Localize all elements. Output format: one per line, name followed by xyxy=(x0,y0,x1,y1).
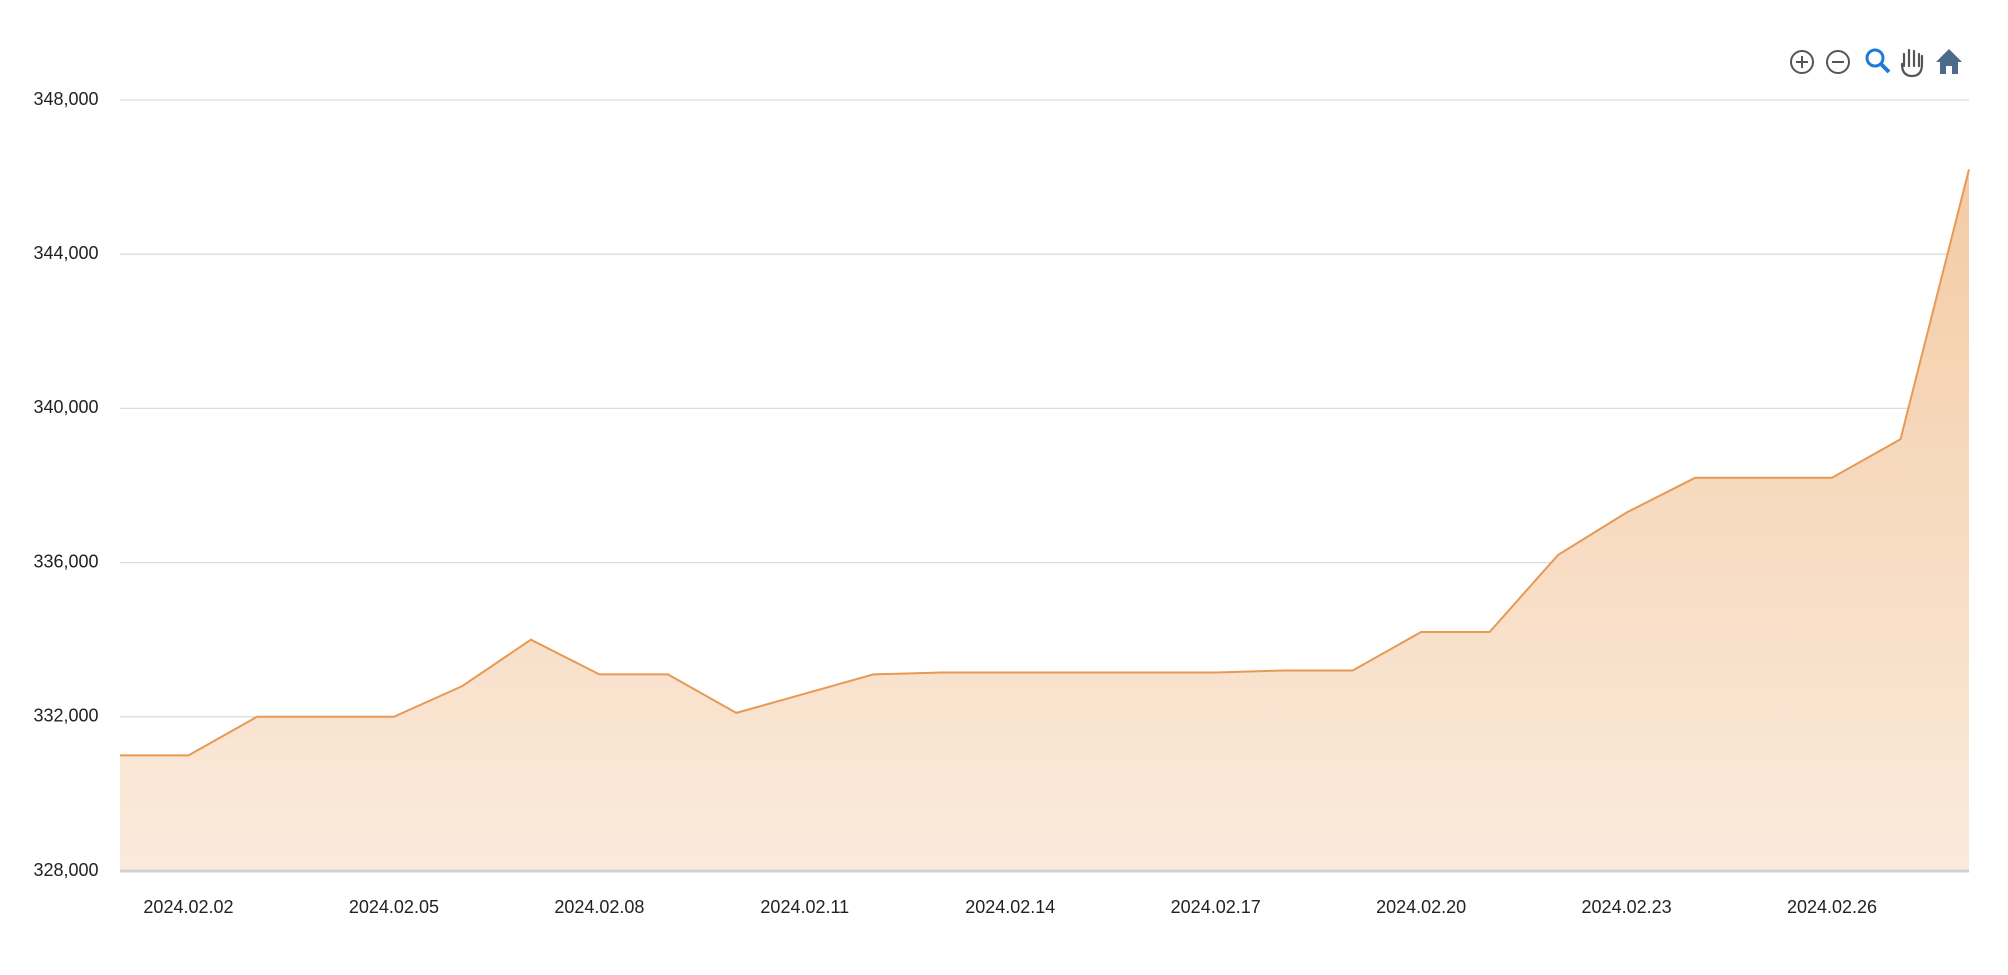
y-tick-label: 344,000 xyxy=(33,243,98,263)
x-tick-label: 2024.02.08 xyxy=(554,897,644,917)
y-tick-label: 336,000 xyxy=(33,551,98,571)
y-tick-label: 328,000 xyxy=(33,860,98,880)
area-fill xyxy=(120,169,1969,871)
toolbar xyxy=(1790,48,1962,78)
x-tick-label: 2024.02.05 xyxy=(349,897,439,917)
plot-area: 328,000 332,000 336,000 340,000 344,000 348,0… xyxy=(33,89,1970,917)
y-tick-label: 332,000 xyxy=(33,706,98,726)
x-tick-label: 2024.02.11 xyxy=(760,897,849,917)
x-tick-label: 2024.02.17 xyxy=(1171,897,1261,917)
x-tick-label: 2024.02.20 xyxy=(1376,897,1466,917)
x-tick-label: 2024.02.14 xyxy=(965,897,1055,917)
pan-button[interactable] xyxy=(1900,48,1924,78)
x-tick-label: 2024.02.02 xyxy=(143,897,233,917)
home-button[interactable] xyxy=(1936,49,1962,74)
zoom-out-button[interactable] xyxy=(1826,50,1850,74)
x-tick-label: 2024.02.26 xyxy=(1787,897,1877,917)
y-tick-label: 340,000 xyxy=(33,397,98,417)
y-tick-label: 348,000 xyxy=(33,89,98,109)
x-tick-label: 2024.02.23 xyxy=(1582,897,1672,917)
zoom-in-button[interactable] xyxy=(1790,50,1814,74)
area-line xyxy=(120,169,1970,757)
zoom-select-button[interactable] xyxy=(1865,48,1891,74)
